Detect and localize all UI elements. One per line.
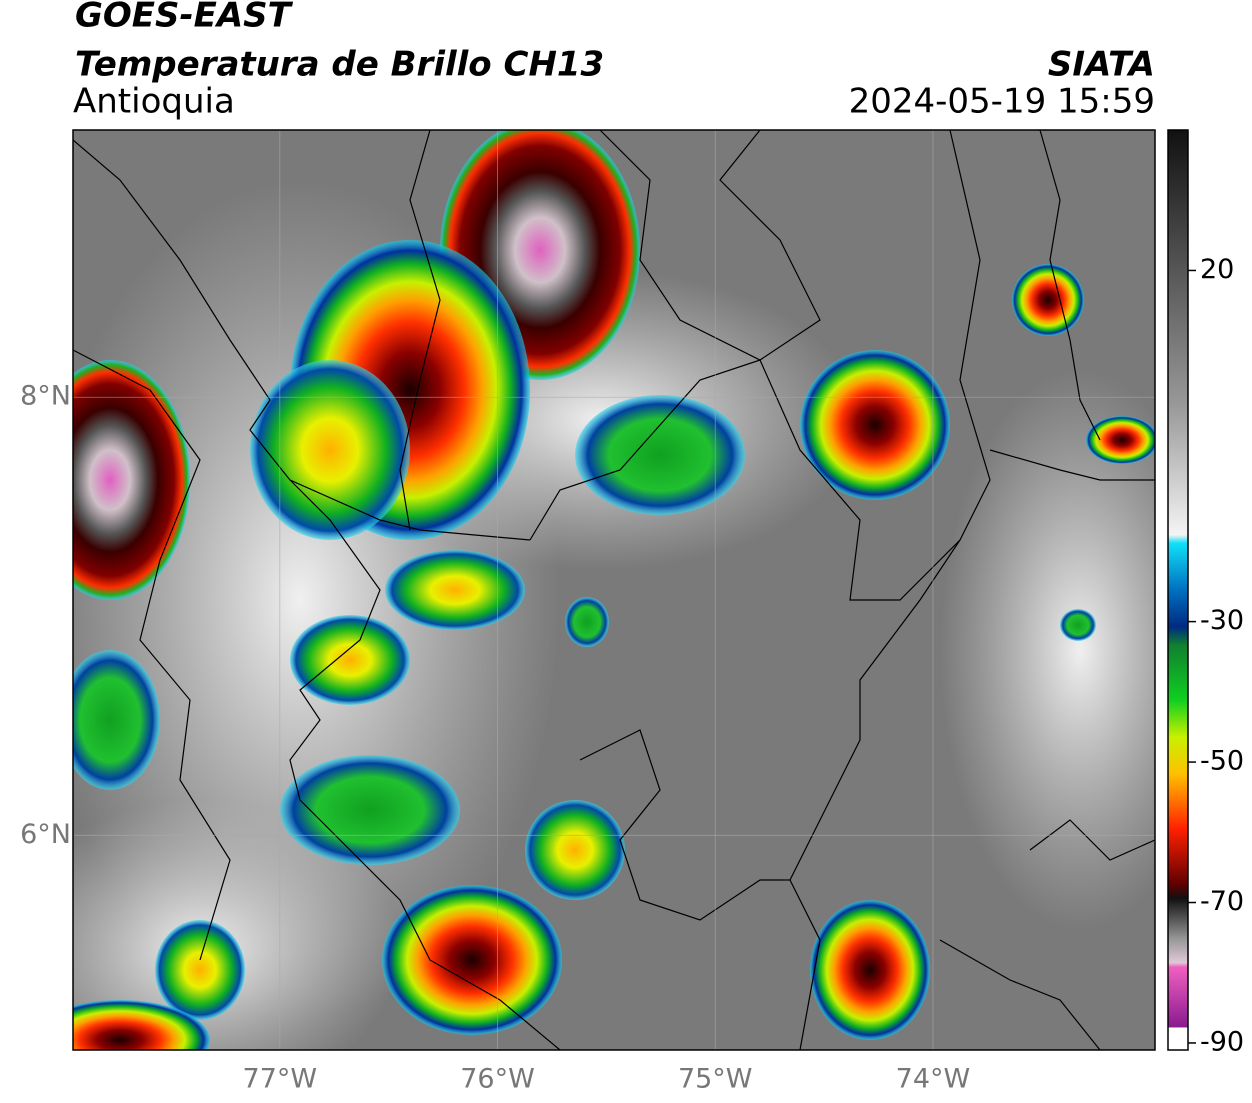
map-frame bbox=[72, 129, 1156, 1051]
colorbar-tick-label: -90 bbox=[1200, 1026, 1244, 1057]
source: SIATA bbox=[1048, 45, 1155, 85]
x-tick-label: 76°W bbox=[460, 1064, 535, 1095]
title: GOES-EAST bbox=[75, 0, 294, 36]
grid bbox=[73, 130, 1155, 1050]
y-tick-label: 8°N bbox=[20, 381, 71, 412]
x-tick-label: 74°W bbox=[896, 1064, 971, 1095]
x-tick-label: 75°W bbox=[678, 1064, 753, 1095]
colorbar-tick-label: -70 bbox=[1200, 886, 1244, 917]
subtitle: Temperatura de Brillo CH13 bbox=[75, 45, 604, 85]
colorbar-tick-label: -50 bbox=[1200, 746, 1244, 777]
x-tick-label: 77°W bbox=[243, 1064, 318, 1095]
colorbar bbox=[1167, 129, 1189, 1051]
region: Antioquia bbox=[73, 82, 235, 122]
colorbar-tick-label: 20 bbox=[1200, 254, 1234, 285]
datetime: 2024-05-19 15:59 bbox=[849, 82, 1155, 122]
colorbar-tick-label: -30 bbox=[1200, 605, 1244, 636]
map-image bbox=[73, 130, 1155, 1050]
y-tick-label: 6°N bbox=[20, 819, 71, 850]
